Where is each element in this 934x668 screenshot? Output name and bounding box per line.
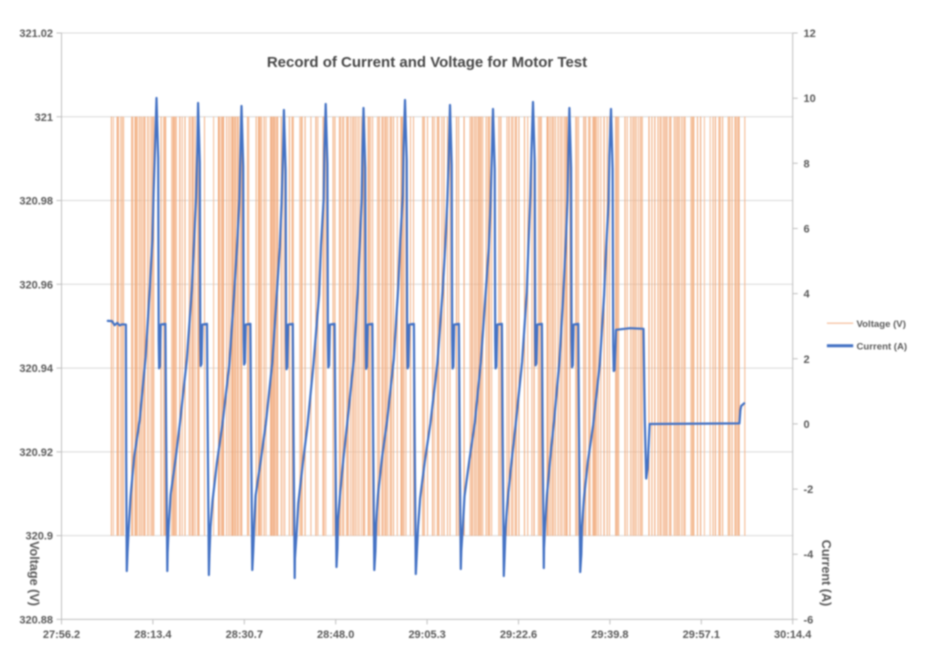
svg-text:8: 8 <box>804 158 810 170</box>
svg-text:4: 4 <box>804 289 811 301</box>
svg-text:320.96: 320.96 <box>19 279 53 291</box>
svg-text:-6: -6 <box>804 614 814 626</box>
svg-text:28:30.7: 28:30.7 <box>226 629 263 641</box>
svg-text:2: 2 <box>804 354 810 366</box>
svg-text:321.02: 321.02 <box>19 28 53 40</box>
svg-text:30:14.4: 30:14.4 <box>774 629 812 641</box>
svg-text:28:48.0: 28:48.0 <box>317 629 354 641</box>
svg-text:-2: -2 <box>804 484 814 496</box>
svg-text:321: 321 <box>35 112 53 124</box>
svg-text:320.92: 320.92 <box>19 447 53 459</box>
svg-text:Current (A): Current (A) <box>819 540 833 606</box>
svg-text:29:57.1: 29:57.1 <box>683 629 720 641</box>
svg-text:29:22.6: 29:22.6 <box>500 629 537 641</box>
svg-text:320.98: 320.98 <box>19 196 53 208</box>
svg-text:Voltage (V): Voltage (V) <box>857 319 906 330</box>
svg-text:Current (A): Current (A) <box>857 341 908 352</box>
svg-text:6: 6 <box>804 224 810 236</box>
svg-text:29:05.3: 29:05.3 <box>408 629 445 641</box>
svg-text:-4: -4 <box>804 549 815 561</box>
svg-text:27:56.2: 27:56.2 <box>43 629 80 641</box>
svg-text:320.94: 320.94 <box>19 363 54 375</box>
svg-text:Record of Current and Voltage: Record of Current and Voltage for Motor … <box>267 54 587 71</box>
svg-text:320.9: 320.9 <box>25 531 53 543</box>
svg-text:10: 10 <box>804 93 816 105</box>
svg-text:Voltage (V): Voltage (V) <box>27 541 41 606</box>
svg-text:0: 0 <box>804 419 810 431</box>
svg-text:28:13.4: 28:13.4 <box>134 629 172 641</box>
svg-text:29:39.8: 29:39.8 <box>591 629 628 641</box>
svg-text:320.88: 320.88 <box>19 614 53 626</box>
svg-text:12: 12 <box>804 28 816 40</box>
